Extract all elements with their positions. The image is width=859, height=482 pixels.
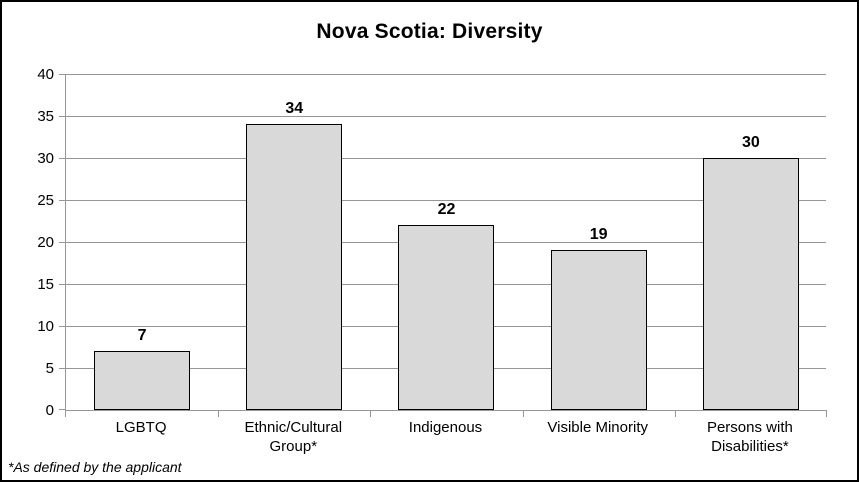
- bar-value-label: 22: [437, 201, 456, 219]
- bar-value-label: 34: [285, 100, 304, 118]
- bar-slot: 7: [66, 75, 218, 410]
- y-axis-tick-label: 25: [37, 192, 54, 209]
- gridline: [66, 116, 826, 117]
- y-axis-tick-label: 5: [45, 360, 54, 377]
- plot-area: 7 34 22 19 30: [59, 74, 827, 417]
- x-tick: [674, 410, 676, 417]
- y-tick: [59, 284, 66, 285]
- y-axis: 0 5 10 15 20 25 30 35 40: [2, 66, 54, 419]
- y-tick: [59, 326, 66, 327]
- y-tick: [59, 74, 66, 75]
- y-axis-tick-label: 0: [45, 402, 54, 419]
- y-axis-tick-label: 35: [37, 108, 54, 125]
- bar[interactable]: [94, 351, 191, 410]
- x-tick: [826, 410, 827, 417]
- bar[interactable]: [398, 225, 495, 410]
- gridline: [66, 74, 826, 75]
- footnote: *As defined by the applicant: [8, 459, 182, 475]
- bar-value-label: 19: [589, 226, 608, 244]
- y-axis-tick-label: 40: [37, 66, 54, 83]
- bar-value-label: 30: [741, 134, 760, 151]
- y-tick: [59, 116, 66, 117]
- x-axis-category-label: Visible Minority: [547, 419, 648, 436]
- x-axis-category-label: Ethnic/Cultural Group*: [244, 419, 343, 455]
- y-tick: [59, 368, 66, 369]
- y-axis-tick-label: 30: [37, 150, 54, 167]
- y-tick: [59, 200, 66, 201]
- bar-slot: 19: [523, 75, 675, 410]
- bar-slot: 22: [370, 75, 522, 410]
- y-tick: [59, 409, 66, 410]
- x-tick: [370, 410, 372, 417]
- x-axis-category-label: LGBTQ: [115, 419, 167, 436]
- chart-title: Nova Scotia: Diversity: [316, 20, 543, 43]
- x-tick: [522, 410, 524, 417]
- bar[interactable]: [246, 124, 343, 410]
- bar-slot: 34: [218, 75, 370, 410]
- bar[interactable]: [702, 158, 799, 410]
- y-axis-tick-label: 20: [37, 234, 54, 251]
- x-axis-category-label: Persons with Disabilities*: [706, 419, 793, 455]
- x-tick: [65, 410, 66, 417]
- bar[interactable]: [550, 250, 647, 410]
- y-tick: [59, 158, 66, 159]
- y-axis-tick-label: 10: [37, 318, 54, 335]
- y-tick: [59, 242, 66, 243]
- x-axis-category-label: Indigenous: [408, 419, 483, 436]
- bar-slot: 30: [675, 75, 827, 410]
- y-axis-tick-label: 15: [37, 276, 54, 293]
- gridline: [66, 200, 826, 201]
- bar-value-label: 7: [137, 327, 147, 345]
- x-tick: [218, 410, 220, 417]
- gridline: [66, 158, 826, 159]
